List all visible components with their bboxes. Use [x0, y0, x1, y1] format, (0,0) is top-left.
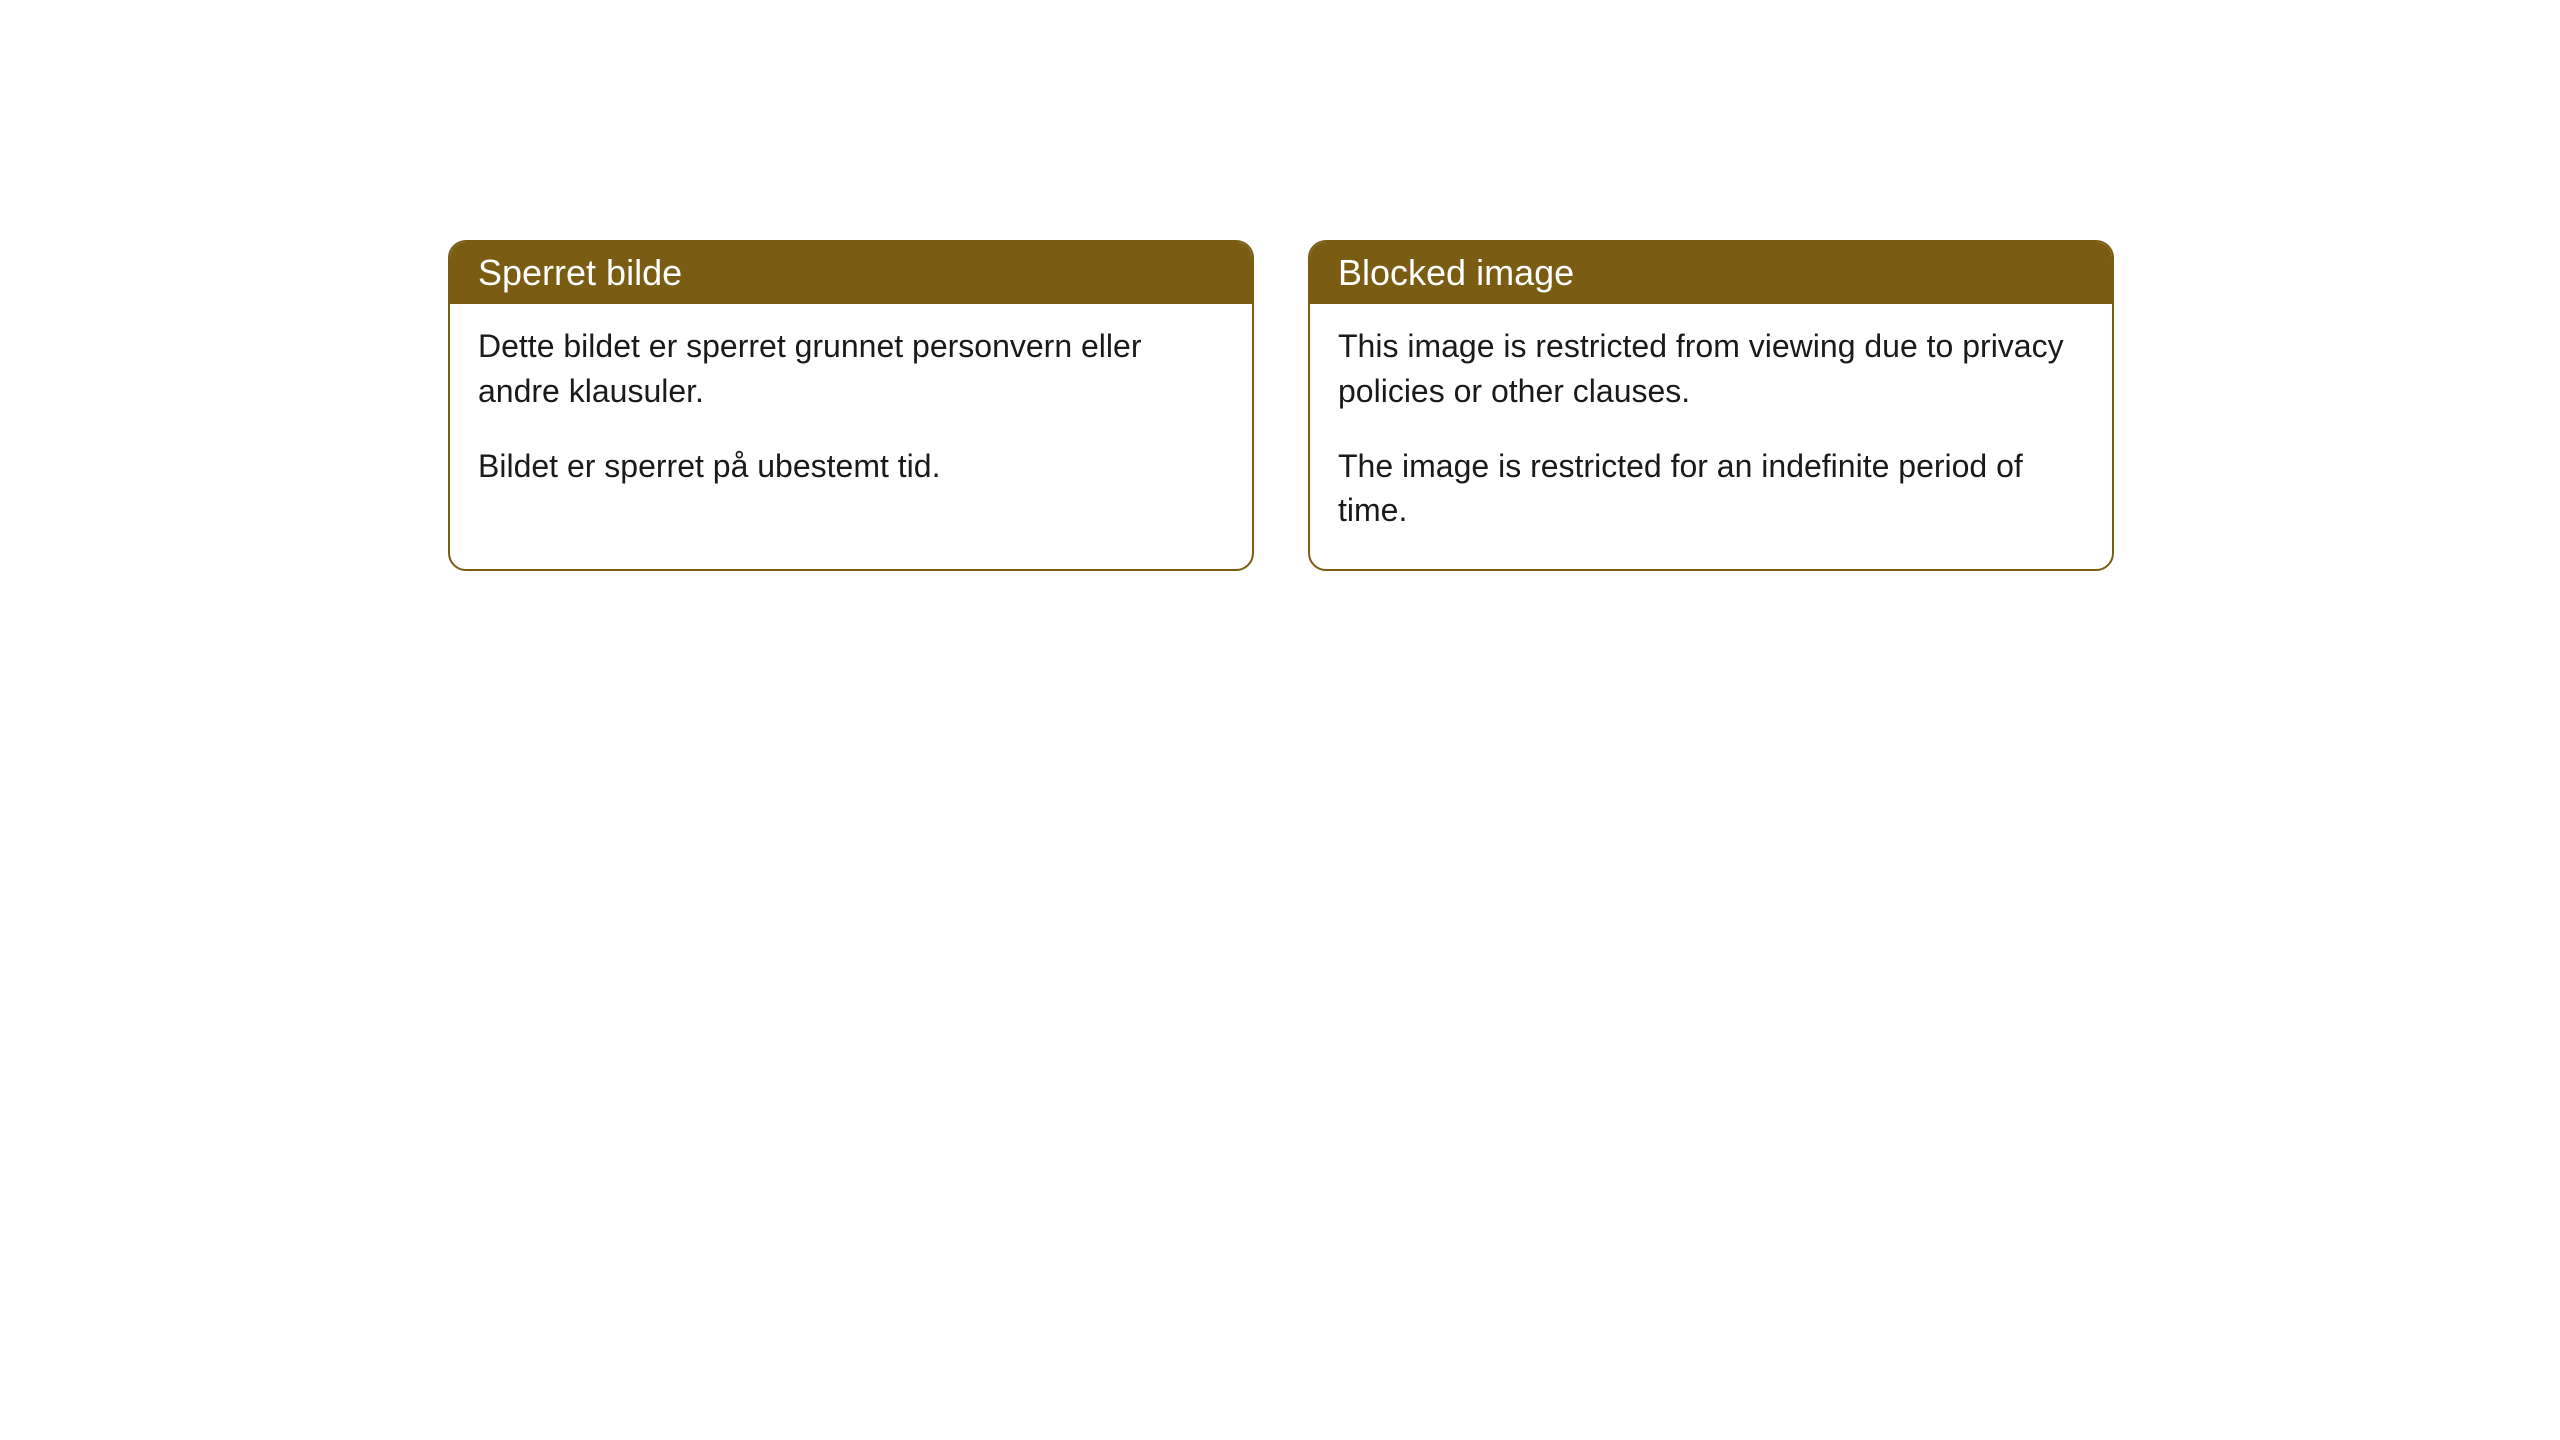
notice-text-1: This image is restricted from viewing du… — [1338, 324, 2084, 414]
notice-container: Sperret bilde Dette bildet er sperret gr… — [448, 240, 2114, 571]
notice-text-2: The image is restricted for an indefinit… — [1338, 444, 2084, 534]
notice-header-norwegian: Sperret bilde — [450, 242, 1252, 304]
notice-card-english: Blocked image This image is restricted f… — [1308, 240, 2114, 571]
notice-text-1: Dette bildet er sperret grunnet personve… — [478, 324, 1224, 414]
notice-card-norwegian: Sperret bilde Dette bildet er sperret gr… — [448, 240, 1254, 571]
notice-text-2: Bildet er sperret på ubestemt tid. — [478, 444, 1224, 489]
notice-body-english: This image is restricted from viewing du… — [1310, 304, 2112, 569]
notice-body-norwegian: Dette bildet er sperret grunnet personve… — [450, 304, 1252, 524]
notice-header-english: Blocked image — [1310, 242, 2112, 304]
